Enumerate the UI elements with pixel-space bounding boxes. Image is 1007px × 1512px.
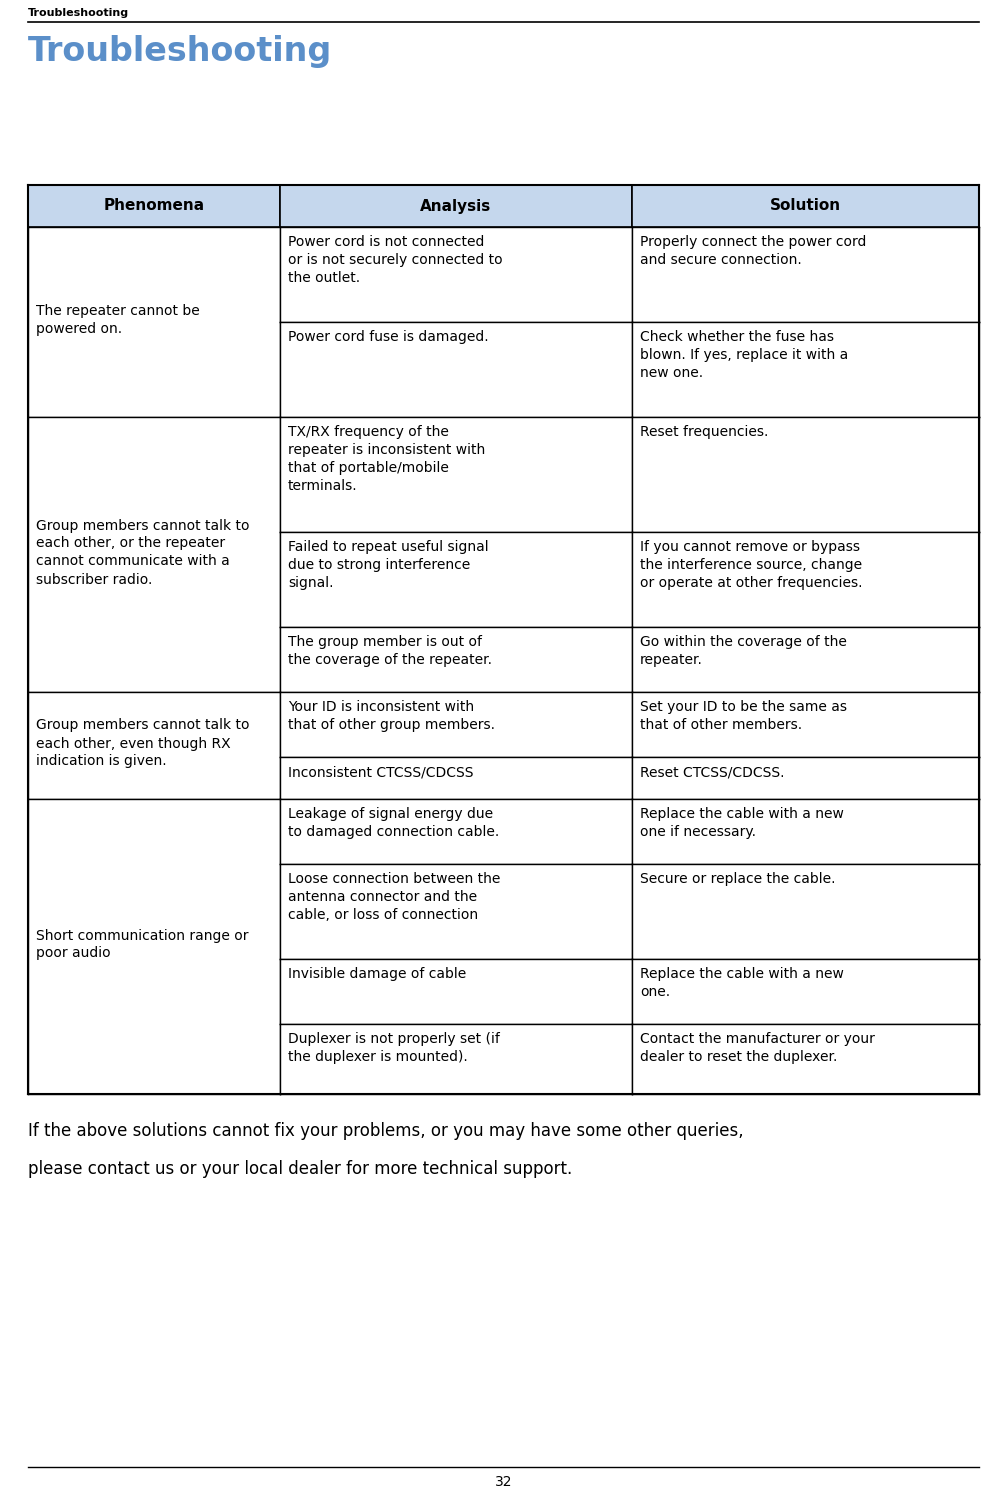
Text: Go within the coverage of the: Go within the coverage of the: [639, 635, 847, 649]
Text: TX/RX frequency of the: TX/RX frequency of the: [288, 425, 449, 438]
Text: subscriber radio.: subscriber radio.: [36, 573, 152, 587]
Text: Short communication range or: Short communication range or: [36, 928, 249, 942]
Text: cannot communicate with a: cannot communicate with a: [36, 555, 230, 569]
Text: Leakage of signal energy due: Leakage of signal energy due: [288, 807, 493, 821]
Text: Analysis: Analysis: [420, 198, 491, 213]
Text: The group member is out of: The group member is out of: [288, 635, 482, 649]
Text: Group members cannot talk to: Group members cannot talk to: [36, 718, 250, 732]
Text: new one.: new one.: [639, 366, 703, 380]
Text: signal.: signal.: [288, 576, 333, 590]
Text: or is not securely connected to: or is not securely connected to: [288, 253, 502, 268]
Text: repeater is inconsistent with: repeater is inconsistent with: [288, 443, 485, 457]
Text: powered on.: powered on.: [36, 322, 122, 336]
Text: indication is given.: indication is given.: [36, 754, 166, 768]
Text: cable, or loss of connection: cable, or loss of connection: [288, 909, 478, 922]
Text: Duplexer is not properly set (if: Duplexer is not properly set (if: [288, 1033, 499, 1046]
Text: or operate at other frequencies.: or operate at other frequencies.: [639, 576, 862, 590]
Text: Reset CTCSS/CDCSS.: Reset CTCSS/CDCSS.: [639, 765, 784, 779]
Text: each other, even though RX: each other, even though RX: [36, 736, 231, 750]
Text: that of other members.: that of other members.: [639, 718, 802, 732]
Text: that of portable/mobile: that of portable/mobile: [288, 461, 449, 475]
Text: one.: one.: [639, 984, 670, 999]
Text: antenna connector and the: antenna connector and the: [288, 891, 477, 904]
Text: Replace the cable with a new: Replace the cable with a new: [639, 968, 844, 981]
Text: Check whether the fuse has: Check whether the fuse has: [639, 330, 834, 345]
Text: Troubleshooting: Troubleshooting: [28, 35, 332, 68]
Text: repeater.: repeater.: [639, 653, 703, 667]
Text: Group members cannot talk to: Group members cannot talk to: [36, 519, 250, 532]
Text: the outlet.: the outlet.: [288, 271, 361, 284]
Text: the duplexer is mounted).: the duplexer is mounted).: [288, 1049, 468, 1064]
Text: Solution: Solution: [770, 198, 841, 213]
Text: Inconsistent CTCSS/CDCSS: Inconsistent CTCSS/CDCSS: [288, 765, 473, 779]
Text: Secure or replace the cable.: Secure or replace the cable.: [639, 872, 836, 886]
Text: Set your ID to be the same as: Set your ID to be the same as: [639, 700, 847, 714]
Text: Power cord fuse is damaged.: Power cord fuse is damaged.: [288, 330, 488, 345]
Text: that of other group members.: that of other group members.: [288, 718, 495, 732]
Text: If you cannot remove or bypass: If you cannot remove or bypass: [639, 540, 860, 553]
Text: Properly connect the power cord: Properly connect the power cord: [639, 234, 866, 249]
Text: poor audio: poor audio: [36, 947, 111, 960]
Text: Replace the cable with a new: Replace the cable with a new: [639, 807, 844, 821]
Text: Your ID is inconsistent with: Your ID is inconsistent with: [288, 700, 474, 714]
Text: If the above solutions cannot fix your problems, or you may have some other quer: If the above solutions cannot fix your p…: [28, 1122, 743, 1140]
Text: the interference source, change: the interference source, change: [639, 558, 862, 572]
Text: to damaged connection cable.: to damaged connection cable.: [288, 826, 499, 839]
Text: Power cord is not connected: Power cord is not connected: [288, 234, 484, 249]
Text: terminals.: terminals.: [288, 479, 357, 493]
Text: please contact us or your local dealer for more technical support.: please contact us or your local dealer f…: [28, 1160, 572, 1178]
Text: one if necessary.: one if necessary.: [639, 826, 756, 839]
Text: Reset frequencies.: Reset frequencies.: [639, 425, 768, 438]
Text: and secure connection.: and secure connection.: [639, 253, 802, 268]
Text: the coverage of the repeater.: the coverage of the repeater.: [288, 653, 492, 667]
Text: due to strong interference: due to strong interference: [288, 558, 470, 572]
Text: blown. If yes, replace it with a: blown. If yes, replace it with a: [639, 348, 848, 361]
Text: Invisible damage of cable: Invisible damage of cable: [288, 968, 466, 981]
Text: 32: 32: [494, 1476, 513, 1489]
Text: Contact the manufacturer or your: Contact the manufacturer or your: [639, 1033, 875, 1046]
Text: The repeater cannot be: The repeater cannot be: [36, 304, 199, 318]
Text: Failed to repeat useful signal: Failed to repeat useful signal: [288, 540, 488, 553]
Text: Troubleshooting: Troubleshooting: [28, 8, 129, 18]
Text: dealer to reset the duplexer.: dealer to reset the duplexer.: [639, 1049, 837, 1064]
Text: Phenomena: Phenomena: [104, 198, 204, 213]
Text: Loose connection between the: Loose connection between the: [288, 872, 500, 886]
Text: each other, or the repeater: each other, or the repeater: [36, 537, 226, 550]
